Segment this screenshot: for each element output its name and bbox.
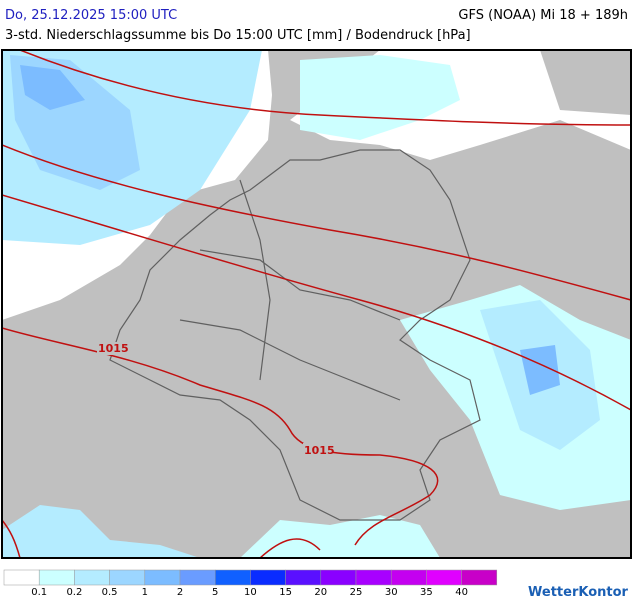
legend-label: 0.2 xyxy=(66,587,82,598)
legend-label: 35 xyxy=(420,587,433,598)
label-bg xyxy=(97,342,127,355)
legend-label: 0.1 xyxy=(31,587,47,598)
legend-swatch xyxy=(461,569,498,586)
legend-swatch xyxy=(250,569,286,586)
legend-swatch xyxy=(109,569,146,586)
legend-label: 15 xyxy=(279,587,292,598)
legend-swatch xyxy=(38,569,75,586)
legend-swatch xyxy=(426,569,462,586)
logo: WetterKontor xyxy=(528,585,629,600)
isobar xyxy=(2,327,439,546)
isobar xyxy=(2,519,321,558)
legend-label: 20 xyxy=(314,587,327,598)
legend-swatch xyxy=(390,569,427,586)
isobar-label: 1015 xyxy=(304,444,335,457)
precip-area xyxy=(2,505,200,558)
model-info: GFS (NOAA) Mi 18 + 189h xyxy=(458,8,628,23)
subtitle: 3-std. Niederschlagssumme bis Do 15:00 U… xyxy=(5,28,471,43)
legend-swatch xyxy=(320,569,357,586)
legend-swatch xyxy=(74,569,110,586)
legend-label: 5 xyxy=(212,587,218,598)
legend-swatch xyxy=(144,569,181,586)
precip-area xyxy=(520,345,560,395)
legend-swatch xyxy=(3,569,40,586)
legend-label: 30 xyxy=(385,587,398,598)
legend-label: 0.5 xyxy=(102,587,118,598)
label-bg xyxy=(303,443,333,456)
isobar-label: 1015 xyxy=(98,342,129,355)
isobar xyxy=(19,50,631,126)
precip-area xyxy=(240,515,440,558)
state-border xyxy=(179,179,401,401)
legend: 0.1 0.2 0.5 1 2 5 10 15 20 25 30 35 40 xyxy=(3,569,498,598)
legend-swatch xyxy=(214,569,251,586)
map: 1015 1015 xyxy=(1,49,632,559)
legend-label: 1 xyxy=(142,587,148,598)
date-title: Do, 25.12.2025 15:00 UTC xyxy=(5,8,177,23)
legend-label: 25 xyxy=(350,587,363,598)
map-frame xyxy=(1,49,632,559)
legend-swatch xyxy=(355,569,392,586)
legend-swatch xyxy=(179,569,216,586)
legend-label: 2 xyxy=(177,587,183,598)
isobar xyxy=(2,194,631,411)
precip-area xyxy=(20,65,85,110)
legend-swatch xyxy=(285,569,322,586)
country-border xyxy=(109,149,481,521)
precip-area xyxy=(300,55,460,140)
isobar xyxy=(2,144,631,301)
legend-label: 10 xyxy=(244,587,257,598)
legend-label: 40 xyxy=(455,587,468,598)
